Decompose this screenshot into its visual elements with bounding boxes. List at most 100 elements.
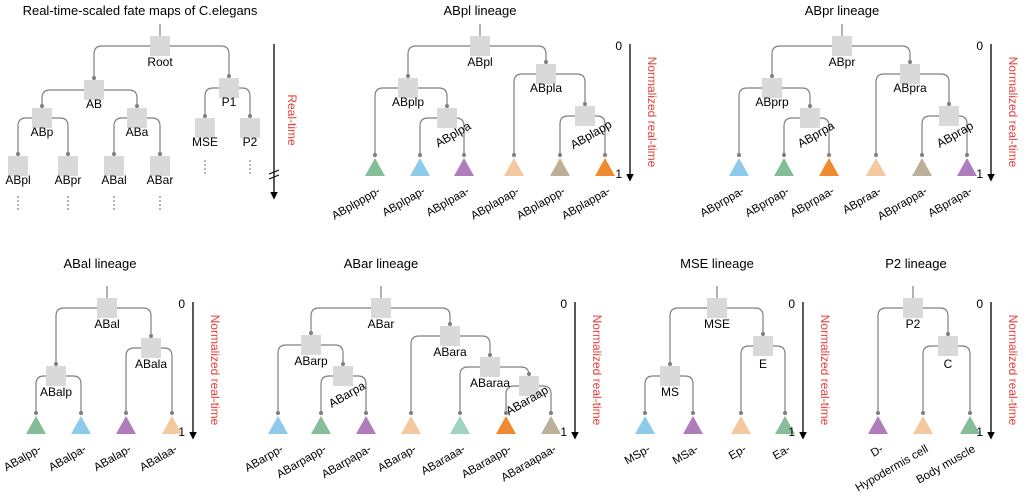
- node-label: MSE: [192, 135, 218, 149]
- branch-line: [277, 344, 301, 415]
- branch-line: [875, 73, 900, 157]
- axis-tick-0: 0: [788, 297, 795, 311]
- axis-label: Real-time: [285, 94, 299, 146]
- branch-line: [419, 117, 437, 157]
- lineage-node: [398, 78, 418, 98]
- axis-tick-0: 0: [178, 297, 185, 311]
- lineage-node: [519, 376, 539, 396]
- branch-line: [353, 375, 367, 415]
- axis-label: Normalized real-time: [1006, 315, 1020, 426]
- branch-dot: [445, 104, 449, 108]
- leaf-label: ABplpaa-: [425, 185, 472, 219]
- leaf-triangle: [496, 416, 516, 434]
- leaf-label: ABarap-: [376, 443, 419, 475]
- leaf-label: ABprpaa-: [788, 185, 836, 220]
- branch-line: [320, 375, 333, 415]
- leaf-label: ABplpap-: [381, 185, 428, 219]
- branch-line: [407, 45, 470, 78]
- branch-dot: [54, 362, 58, 366]
- branch-line: [921, 115, 939, 157]
- branch-dot: [341, 362, 345, 366]
- branch-line: [556, 73, 586, 106]
- branch-line: [17, 117, 32, 156]
- leaf-triangle: [454, 158, 474, 176]
- lineage-node: [371, 298, 391, 318]
- branch-dot: [827, 153, 831, 157]
- leaf-label: ABalpa-: [47, 443, 89, 474]
- panel-title: MSE lineage: [680, 256, 754, 271]
- branch-dot: [418, 153, 422, 157]
- leaf-triangle: [26, 416, 46, 434]
- leaf-label: ABprappa-: [876, 185, 930, 223]
- leaf-label: Ea-: [771, 443, 793, 462]
- leaf-triangle: [729, 158, 749, 176]
- branch-dot: [227, 74, 231, 78]
- branch-dot: [946, 332, 950, 336]
- leaf-label: ABalaa-: [138, 443, 180, 474]
- leaf-triangle: [595, 158, 615, 176]
- leaf-triangle: [401, 416, 421, 434]
- branch-dot: [248, 114, 252, 118]
- branch-line: [877, 307, 903, 415]
- lineage-node: [753, 336, 773, 356]
- leaf-label: ABarpapa-: [320, 443, 374, 481]
- panel-title: ABpr lineage: [805, 3, 879, 18]
- branch-line: [374, 87, 398, 157]
- branch-dot: [583, 102, 587, 106]
- branch-dot: [947, 102, 951, 106]
- branch-line: [505, 385, 519, 415]
- lineage-node: [832, 36, 852, 56]
- node-label: P1: [222, 95, 237, 109]
- lineage-node: [127, 108, 147, 128]
- leaf-triangle: [775, 416, 795, 434]
- branch-line: [644, 375, 660, 415]
- branch-line: [321, 344, 344, 366]
- branch-dot: [170, 411, 174, 415]
- lineage-node: [58, 156, 78, 176]
- branch-dot: [920, 153, 924, 157]
- branch-dot: [462, 153, 466, 157]
- lineage-node: [575, 106, 595, 126]
- branch-dot: [782, 153, 786, 157]
- node-label: ABpra: [893, 81, 927, 95]
- lineage-node: [660, 366, 680, 386]
- lineage-node: [104, 156, 124, 176]
- panel-title: ABpl lineage: [444, 3, 517, 18]
- branch-line: [922, 345, 938, 415]
- branch-dot: [409, 411, 413, 415]
- branch-dot: [544, 60, 548, 64]
- axis-label: Normalized real-time: [208, 315, 222, 426]
- lineage-node: [470, 36, 490, 56]
- branch-line: [783, 117, 800, 157]
- branch-dot: [458, 411, 462, 415]
- lineage-node: [903, 298, 923, 318]
- lineage-node: [141, 338, 161, 358]
- branch-line: [35, 375, 46, 415]
- node-label: AB: [86, 97, 102, 111]
- branch-dot: [406, 74, 410, 78]
- leaf-triangle: [957, 158, 977, 176]
- branch-dot: [149, 334, 153, 338]
- node-label: ABalp: [40, 385, 72, 399]
- panel-abpl: ABpl lineageABplpppp-ABplpap-ABplpaa-ABp…: [330, 3, 659, 222]
- axis-tick-1: 1: [976, 425, 983, 439]
- branch-line: [161, 347, 173, 415]
- panel-title: ABal lineage: [64, 256, 137, 271]
- branch-dot: [158, 152, 162, 156]
- branch-line: [782, 87, 811, 108]
- branch-line: [147, 117, 161, 156]
- leaf-label: ABplappa-: [560, 185, 613, 222]
- axis-tick-0: 0: [976, 297, 983, 311]
- branch-line: [490, 45, 547, 64]
- node-label: ABal: [101, 173, 126, 187]
- branch-dot: [16, 152, 20, 156]
- branch-dot: [276, 411, 280, 415]
- branch-dot: [488, 353, 492, 357]
- leaf-triangle: [268, 416, 288, 434]
- node-label: P2: [243, 135, 258, 149]
- axis-break-mark: [268, 169, 280, 175]
- leaf-triangle: [450, 416, 470, 434]
- axis-tick-1: 1: [178, 425, 185, 439]
